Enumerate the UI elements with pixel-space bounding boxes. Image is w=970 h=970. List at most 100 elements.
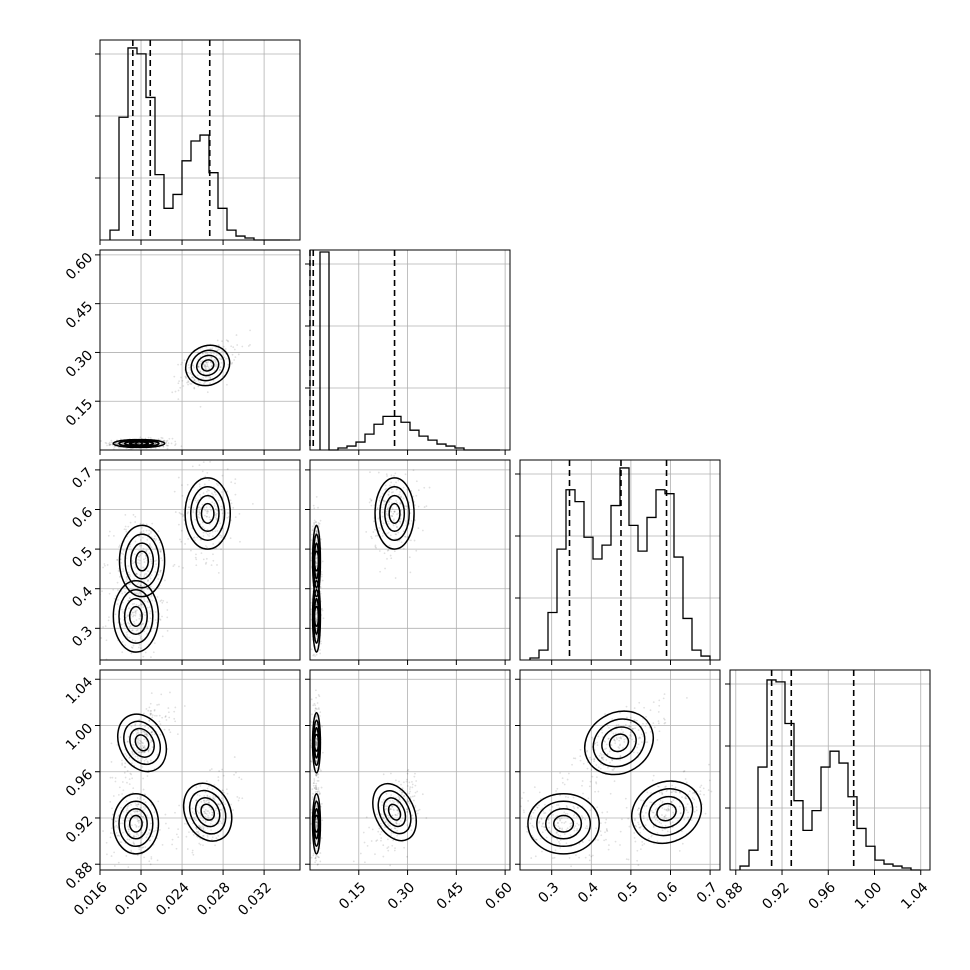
panel-frame [99, 669, 301, 871]
sample-point [110, 827, 113, 830]
y-ticklabel-2-0: 0.3 [69, 623, 96, 650]
sample-point [218, 803, 221, 806]
sample-point [393, 801, 395, 804]
sample-point [315, 620, 318, 623]
sample-point [165, 719, 168, 721]
sample-point [365, 816, 368, 819]
sample-point [570, 822, 573, 824]
sample-point [194, 819, 197, 822]
sample-point [146, 735, 149, 737]
sample-point [638, 736, 641, 739]
sample-point [125, 528, 127, 531]
sample-point [122, 442, 125, 445]
density-contour-1 [377, 790, 412, 835]
sample-point [137, 825, 140, 828]
density-contour-2 [648, 795, 685, 829]
sample-point [126, 633, 128, 636]
sample-point [206, 835, 209, 838]
sample-point [315, 774, 318, 777]
x-ticklabel-2-0: 0.3 [535, 879, 562, 906]
sample-point [249, 343, 251, 346]
sample-point [679, 791, 681, 794]
sample-point [310, 808, 312, 811]
sample-point [210, 361, 212, 364]
sample-point [182, 566, 184, 569]
sample-point [149, 577, 152, 580]
sample-point [370, 535, 373, 538]
y-ticklabel-2-3: 0.6 [69, 504, 96, 531]
sample-point [137, 729, 139, 732]
sample-point [656, 819, 659, 822]
sample-point [556, 787, 559, 790]
sample-point [406, 488, 408, 491]
sample-point [154, 599, 157, 602]
sample-point [581, 816, 584, 819]
sample-point [602, 758, 605, 761]
sample-point [380, 825, 383, 827]
sample-point [135, 733, 138, 736]
sample-point [145, 836, 148, 839]
sample-point [312, 594, 315, 597]
sample-point [380, 451, 382, 453]
sample-point [187, 364, 190, 366]
sample-point [204, 808, 207, 811]
panel-frame [99, 39, 301, 241]
sample-point [194, 497, 197, 500]
sample-point [229, 499, 232, 502]
sample-point [576, 806, 579, 809]
sample-point [385, 792, 388, 795]
sample-point [603, 839, 606, 842]
sample-point [139, 796, 142, 799]
sample-point [237, 799, 240, 802]
sample-point [157, 578, 160, 580]
sample-point [317, 780, 320, 782]
sample-point [134, 823, 137, 826]
sample-point [313, 524, 316, 526]
sample-point [139, 574, 142, 576]
sample-point [398, 796, 401, 799]
sample-point [630, 735, 632, 738]
sample-point [390, 832, 393, 834]
sample-point [636, 746, 639, 749]
sample-point [644, 725, 647, 727]
sample-point [588, 859, 591, 862]
y-ticklabel-1-1: 0.30 [63, 347, 96, 380]
sample-point [146, 580, 149, 583]
sample-point [580, 815, 583, 817]
sample-point [408, 501, 411, 504]
sample-point [619, 736, 622, 738]
sample-point [388, 522, 390, 525]
sample-point [144, 442, 147, 445]
sample-point [572, 796, 575, 799]
sample-point [160, 569, 162, 572]
sample-point [220, 797, 223, 800]
sample-point [588, 854, 591, 857]
sample-point [317, 506, 319, 509]
sample-point [316, 738, 318, 740]
sample-point [190, 549, 192, 552]
sample-point [568, 857, 571, 859]
sample-point [154, 611, 157, 613]
sample-point [618, 739, 621, 742]
sample-point [313, 603, 316, 606]
sample-point [148, 529, 151, 532]
sample-point [624, 724, 627, 726]
sample-point [192, 506, 195, 509]
sample-point [192, 510, 195, 512]
sample-point [623, 738, 626, 741]
sample-point [115, 594, 118, 597]
sample-point [142, 815, 145, 818]
sample-point [149, 863, 152, 866]
sample-point [387, 849, 390, 852]
sample-point [543, 812, 546, 814]
density-contour-0 [311, 580, 322, 653]
sample-point [160, 557, 163, 560]
sample-point [120, 552, 123, 555]
density-contour-2 [544, 807, 583, 840]
sample-point [137, 803, 140, 806]
sample-point [116, 589, 119, 591]
sample-point [128, 757, 131, 759]
sample-point [633, 832, 636, 834]
sample-point [198, 483, 201, 486]
density-contour-1 [536, 800, 592, 848]
